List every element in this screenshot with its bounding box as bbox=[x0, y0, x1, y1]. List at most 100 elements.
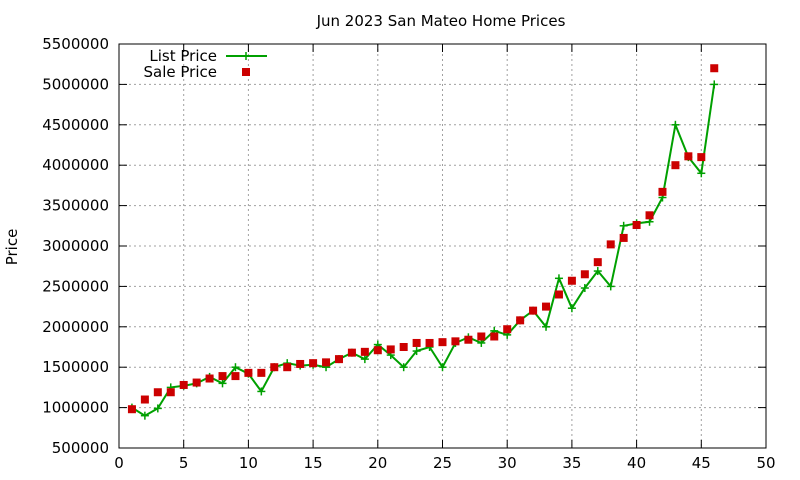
x-tick-label: 5 bbox=[179, 454, 189, 472]
list-price-point bbox=[580, 284, 589, 293]
x-tick-label: 20 bbox=[368, 454, 387, 472]
sale-price-point bbox=[554, 290, 563, 299]
x-tick-label: 0 bbox=[114, 454, 124, 472]
sale-price-point bbox=[166, 388, 175, 397]
x-tick-label: 35 bbox=[562, 454, 581, 472]
x-tick-label: 10 bbox=[239, 454, 258, 472]
sale-price-point bbox=[270, 363, 279, 372]
sale-price-point bbox=[386, 345, 395, 354]
sale-price-point bbox=[283, 363, 292, 372]
sale-price-point bbox=[218, 372, 227, 381]
list-price-point bbox=[257, 387, 266, 396]
sale-price-point bbox=[360, 347, 369, 356]
x-tick-label: 15 bbox=[304, 454, 323, 472]
list-price-point bbox=[606, 282, 615, 291]
sale-price-point bbox=[632, 220, 641, 229]
sale-price-point bbox=[606, 240, 615, 249]
list-price-point bbox=[671, 120, 680, 129]
y-tick-label: 2500000 bbox=[42, 277, 109, 295]
sale-price-point bbox=[529, 306, 538, 315]
list-price-point bbox=[542, 322, 551, 331]
grid bbox=[119, 44, 766, 448]
sale-price-point bbox=[697, 153, 706, 162]
sale-price-point bbox=[477, 332, 486, 341]
sale-price-point bbox=[503, 325, 512, 334]
list-price-point bbox=[218, 379, 227, 388]
x-tick-label: 40 bbox=[627, 454, 646, 472]
sale-price-point bbox=[231, 372, 240, 381]
list-price-point bbox=[153, 404, 162, 413]
y-tick-label: 4500000 bbox=[42, 116, 109, 134]
sale-price-point bbox=[153, 388, 162, 397]
list-price-point bbox=[412, 347, 421, 356]
sale-price-point bbox=[322, 358, 331, 367]
legend-list-price-swatch bbox=[226, 52, 267, 60]
sale-price-point bbox=[684, 152, 693, 161]
legend-list-price-label: List Price bbox=[149, 47, 217, 65]
x-tick-label: 25 bbox=[433, 454, 452, 472]
sale-price-point bbox=[244, 368, 253, 377]
sale-price-point bbox=[399, 343, 408, 351]
legend: List Price Sale Price bbox=[144, 47, 267, 81]
sale-price-point bbox=[567, 276, 576, 285]
sale-price-point bbox=[296, 359, 305, 368]
sale-price-point bbox=[140, 395, 149, 404]
y-tick-label: 4000000 bbox=[42, 156, 109, 174]
plot-frame bbox=[118, 43, 767, 449]
sale-price-point bbox=[710, 64, 719, 73]
sale-price-point bbox=[645, 211, 654, 220]
y-tick-label: 1500000 bbox=[42, 358, 109, 376]
legend-sale-price-swatch bbox=[242, 68, 250, 76]
y-tick-label: 3000000 bbox=[42, 237, 109, 255]
list-price-point bbox=[567, 304, 576, 313]
sale-price-point bbox=[192, 378, 201, 387]
list-price-series bbox=[127, 80, 719, 420]
sale-price-point bbox=[309, 359, 318, 368]
y-tick-label: 5000000 bbox=[42, 75, 109, 93]
list-price-point bbox=[710, 80, 719, 89]
x-tick-label: 45 bbox=[692, 454, 711, 472]
sale-price-point bbox=[593, 258, 602, 267]
y-tick-label: 5500000 bbox=[42, 35, 109, 53]
list-price-point bbox=[140, 411, 149, 420]
x-tick-label: 50 bbox=[756, 454, 775, 472]
sale-price-point bbox=[490, 332, 499, 341]
sale-price-point bbox=[619, 233, 628, 242]
sale-price-point bbox=[425, 338, 434, 347]
chart-title: Jun 2023 San Mateo Home Prices bbox=[316, 12, 566, 30]
legend-sale-price-label: Sale Price bbox=[144, 63, 217, 81]
sale-price-point bbox=[516, 316, 525, 325]
y-axis-label: Price bbox=[3, 229, 21, 266]
x-tick-labels: 0 5 10 15 20 25 30 35 40 45 50 bbox=[114, 454, 775, 472]
list-price-point bbox=[438, 363, 447, 372]
list-price-point bbox=[697, 169, 706, 178]
sale-price-point bbox=[580, 270, 589, 279]
y-tick-label: 2000000 bbox=[42, 318, 109, 336]
list-price-point bbox=[593, 267, 602, 276]
sale-price-point bbox=[451, 337, 460, 346]
sale-price-series bbox=[127, 64, 719, 414]
sale-price-point bbox=[542, 302, 551, 311]
sale-price-point bbox=[257, 368, 266, 377]
y-tick-label: 1000000 bbox=[42, 399, 109, 417]
sale-price-point bbox=[347, 348, 356, 357]
sale-price-point bbox=[334, 355, 343, 364]
sale-price-point bbox=[412, 338, 421, 347]
sale-price-point bbox=[205, 374, 214, 383]
legend-list-price-marker bbox=[242, 52, 250, 60]
sale-price-point bbox=[658, 187, 667, 196]
list-price-point bbox=[554, 274, 563, 283]
sale-price-point bbox=[127, 405, 136, 414]
legend-sale-price-marker bbox=[242, 68, 250, 76]
y-tick-label: 500000 bbox=[52, 439, 109, 457]
list-price-point bbox=[360, 355, 369, 364]
axis-ticks bbox=[118, 43, 767, 449]
sale-price-point bbox=[671, 161, 680, 170]
sale-price-point bbox=[464, 335, 473, 344]
list-price-point bbox=[231, 363, 240, 372]
y-tick-labels: 500000 1000000 1500000 2000000 2500000 300000… bbox=[42, 35, 109, 457]
sale-price-point bbox=[438, 338, 447, 347]
y-tick-label: 3500000 bbox=[42, 197, 109, 215]
list-price-point bbox=[399, 363, 408, 372]
